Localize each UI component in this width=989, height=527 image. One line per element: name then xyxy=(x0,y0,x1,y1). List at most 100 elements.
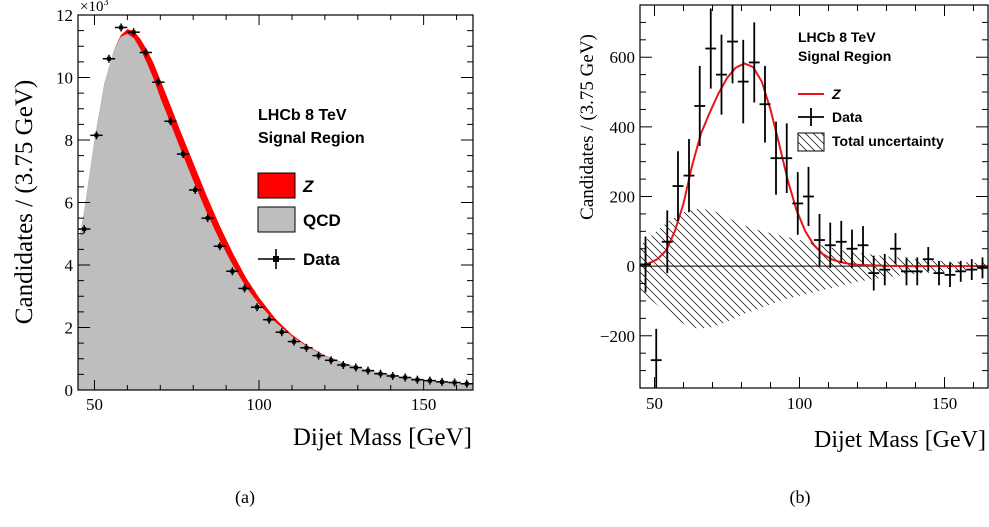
x-axis-label: Dijet Mass [GeV] xyxy=(293,424,472,451)
data-point xyxy=(411,375,424,384)
data-point-marker xyxy=(119,25,124,30)
data-point xyxy=(337,361,350,369)
y-axis-label: Candidates / (3.75 GeV) xyxy=(11,80,38,324)
data-point xyxy=(640,236,651,293)
data-point xyxy=(164,117,177,126)
data-point xyxy=(727,5,738,84)
data-point xyxy=(868,255,880,291)
y-tick-label: 12 xyxy=(56,6,73,25)
data-point xyxy=(374,369,387,378)
data-point xyxy=(814,213,825,267)
data-point xyxy=(213,242,227,251)
data-point xyxy=(238,284,251,293)
data-point xyxy=(312,351,325,360)
data-point xyxy=(966,259,978,281)
data-point-marker xyxy=(217,244,222,249)
panel-label-b: (b) xyxy=(790,487,811,508)
data-point xyxy=(176,150,190,159)
legend-data-marker-dot xyxy=(273,256,279,262)
data-point xyxy=(300,343,313,352)
x-tick-label: 100 xyxy=(246,395,272,414)
annotation-b-line-2: Signal Region xyxy=(798,48,891,64)
annotation-b-line-1: LHCb 8 TeV xyxy=(798,29,876,45)
y-tick-label: 0 xyxy=(65,381,74,400)
data-point-marker xyxy=(403,375,408,380)
legend-b-uncertainty-label: Total uncertainty xyxy=(832,133,944,149)
data-point xyxy=(770,121,782,195)
y-axis-label-b: Candidates / (3.75 GeV) xyxy=(577,34,598,220)
data-point xyxy=(250,303,264,312)
data-point xyxy=(189,186,202,194)
annotation-line-2: Signal Region xyxy=(258,130,365,147)
data-point-marker xyxy=(279,330,284,335)
data-point-marker xyxy=(464,381,469,386)
x-tick-label: 150 xyxy=(932,394,958,413)
data-point-marker xyxy=(316,353,321,358)
data-point xyxy=(955,260,967,282)
data-point-marker xyxy=(205,216,210,221)
data-point xyxy=(287,337,301,346)
data-point xyxy=(226,267,239,276)
data-point xyxy=(879,253,891,286)
data-point-marker xyxy=(427,378,432,383)
data-point-marker xyxy=(390,373,395,378)
exponent-label: ×103 xyxy=(80,0,108,15)
data-point xyxy=(922,246,934,272)
qcd-layer xyxy=(78,33,473,391)
data-point xyxy=(737,39,749,124)
legend-qcd-swatch xyxy=(257,206,296,233)
data-point xyxy=(890,233,901,265)
data-point-marker xyxy=(168,119,173,124)
data-point xyxy=(90,131,103,140)
data-point xyxy=(127,28,140,37)
y-tick-label: 600 xyxy=(610,48,636,67)
y-tick-label: 0 xyxy=(627,257,636,276)
data-point xyxy=(114,23,128,32)
data-point-marker xyxy=(193,188,198,192)
data-point-marker xyxy=(242,286,247,291)
data-point-marker xyxy=(156,80,161,85)
data-point xyxy=(857,226,869,265)
data-point xyxy=(361,366,375,375)
data-point xyxy=(759,65,771,143)
data-point xyxy=(201,214,214,223)
data-point xyxy=(275,328,288,337)
data-point xyxy=(944,262,956,288)
y-tick-label: 4 xyxy=(65,256,74,275)
x-axis-label-b: Dijet Mass [GeV] xyxy=(814,427,986,453)
panel-a: 50 100 150 0 2 4 6 8 10 12 ×103 Candidates / (3.7… xyxy=(11,0,474,508)
y-tick-label: −200 xyxy=(600,327,635,346)
axes: 50 100 150 0 2 4 6 8 10 12 xyxy=(56,6,473,414)
x-tick-label: 50 xyxy=(646,394,663,413)
data-point xyxy=(139,48,152,57)
data-point-marker xyxy=(452,380,457,385)
data-point xyxy=(399,373,412,382)
data-point xyxy=(694,65,706,147)
data-point-marker xyxy=(106,56,111,61)
data-point xyxy=(933,260,945,286)
data-point xyxy=(102,54,116,63)
data-point xyxy=(386,371,399,380)
y-tick-label: 6 xyxy=(65,194,74,213)
data-point-marker xyxy=(329,358,334,363)
data-point xyxy=(792,172,804,235)
data-point xyxy=(716,34,727,115)
legend-qcd-label: QCD xyxy=(303,211,341,230)
data-point-marker xyxy=(230,269,235,274)
panel-b: 50 100 150 −200 0 200 400 600 Candidates / (3.7… xyxy=(577,4,989,508)
data-point xyxy=(977,257,988,279)
legend-data-label: Data xyxy=(303,250,340,269)
data-point xyxy=(846,229,858,268)
data-point-marker xyxy=(378,371,383,376)
y-tick-label: 200 xyxy=(610,188,636,207)
data-point xyxy=(263,315,276,324)
legend-z-swatch xyxy=(257,172,296,199)
qcd-area xyxy=(78,33,473,391)
data-point xyxy=(911,257,923,286)
x-tick-label: 150 xyxy=(411,395,437,414)
data-layer xyxy=(640,5,988,388)
data-layer xyxy=(78,23,473,388)
data-point xyxy=(672,151,684,221)
data-point xyxy=(705,8,717,89)
